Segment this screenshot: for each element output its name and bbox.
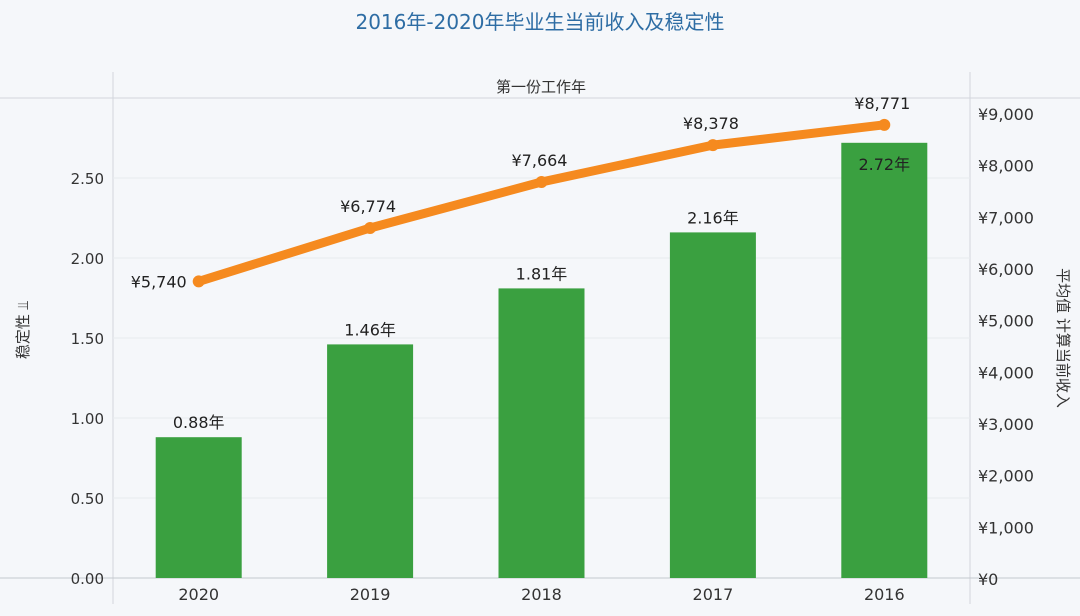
- right-tick-label: ¥2,000: [978, 467, 1034, 486]
- left-axis-title: 稳定性 ⫫: [14, 300, 32, 359]
- line-point: [878, 118, 891, 131]
- line-data-label: ¥5,740: [131, 272, 187, 291]
- right-tick-label: ¥0: [978, 570, 998, 589]
- bar: [669, 232, 756, 578]
- left-tick-label: 1.00: [71, 410, 104, 428]
- bar: [498, 288, 585, 578]
- left-tick-label: 2.50: [71, 170, 104, 188]
- bar-data-label: 2.72年: [858, 155, 910, 174]
- bar-data-label: 1.81年: [516, 264, 568, 283]
- right-axis-title: 平均值 计算当前收入: [1054, 268, 1072, 408]
- x-tick-label: 2016: [864, 585, 905, 604]
- left-tick-label: 2.00: [71, 250, 104, 268]
- x-tick-label: 2020: [178, 585, 219, 604]
- bar-data-label: 2.16年: [687, 208, 739, 227]
- right-tick-label: ¥8,000: [978, 157, 1034, 176]
- bar: [327, 344, 414, 578]
- bar-data-label: 0.88年: [173, 413, 225, 432]
- line-data-label: ¥8,378: [683, 114, 739, 133]
- line-data-label: ¥8,771: [854, 94, 910, 113]
- bar: [841, 142, 928, 579]
- bar: [155, 437, 242, 578]
- right-tick-label: ¥7,000: [978, 208, 1034, 227]
- right-tick-label: ¥1,000: [978, 518, 1034, 537]
- right-tick-label: ¥6,000: [978, 260, 1034, 279]
- line-data-label: ¥6,774: [340, 197, 396, 216]
- line-point: [192, 275, 205, 288]
- x-tick-label: 2018: [521, 585, 562, 604]
- left-tick-label: 0.50: [71, 490, 104, 508]
- right-tick-label: ¥9,000: [978, 105, 1034, 124]
- right-tick-label: ¥4,000: [978, 363, 1034, 382]
- line-point: [535, 176, 548, 189]
- line-point: [706, 139, 719, 152]
- top-axis-label: 第一份工作年: [496, 78, 586, 96]
- chart-title: 2016年-2020年毕业生当前收入及稳定性: [355, 10, 724, 34]
- right-tick-label: ¥5,000: [978, 312, 1034, 331]
- right-tick-label: ¥3,000: [978, 415, 1034, 434]
- bar-data-label: 1.46年: [344, 320, 396, 339]
- line-data-label: ¥7,664: [512, 151, 568, 170]
- x-tick-label: 2017: [693, 585, 734, 604]
- x-tick-label: 2019: [350, 585, 391, 604]
- line-point: [364, 222, 377, 235]
- left-tick-label: 0.00: [71, 570, 104, 588]
- left-tick-label: 1.50: [71, 330, 104, 348]
